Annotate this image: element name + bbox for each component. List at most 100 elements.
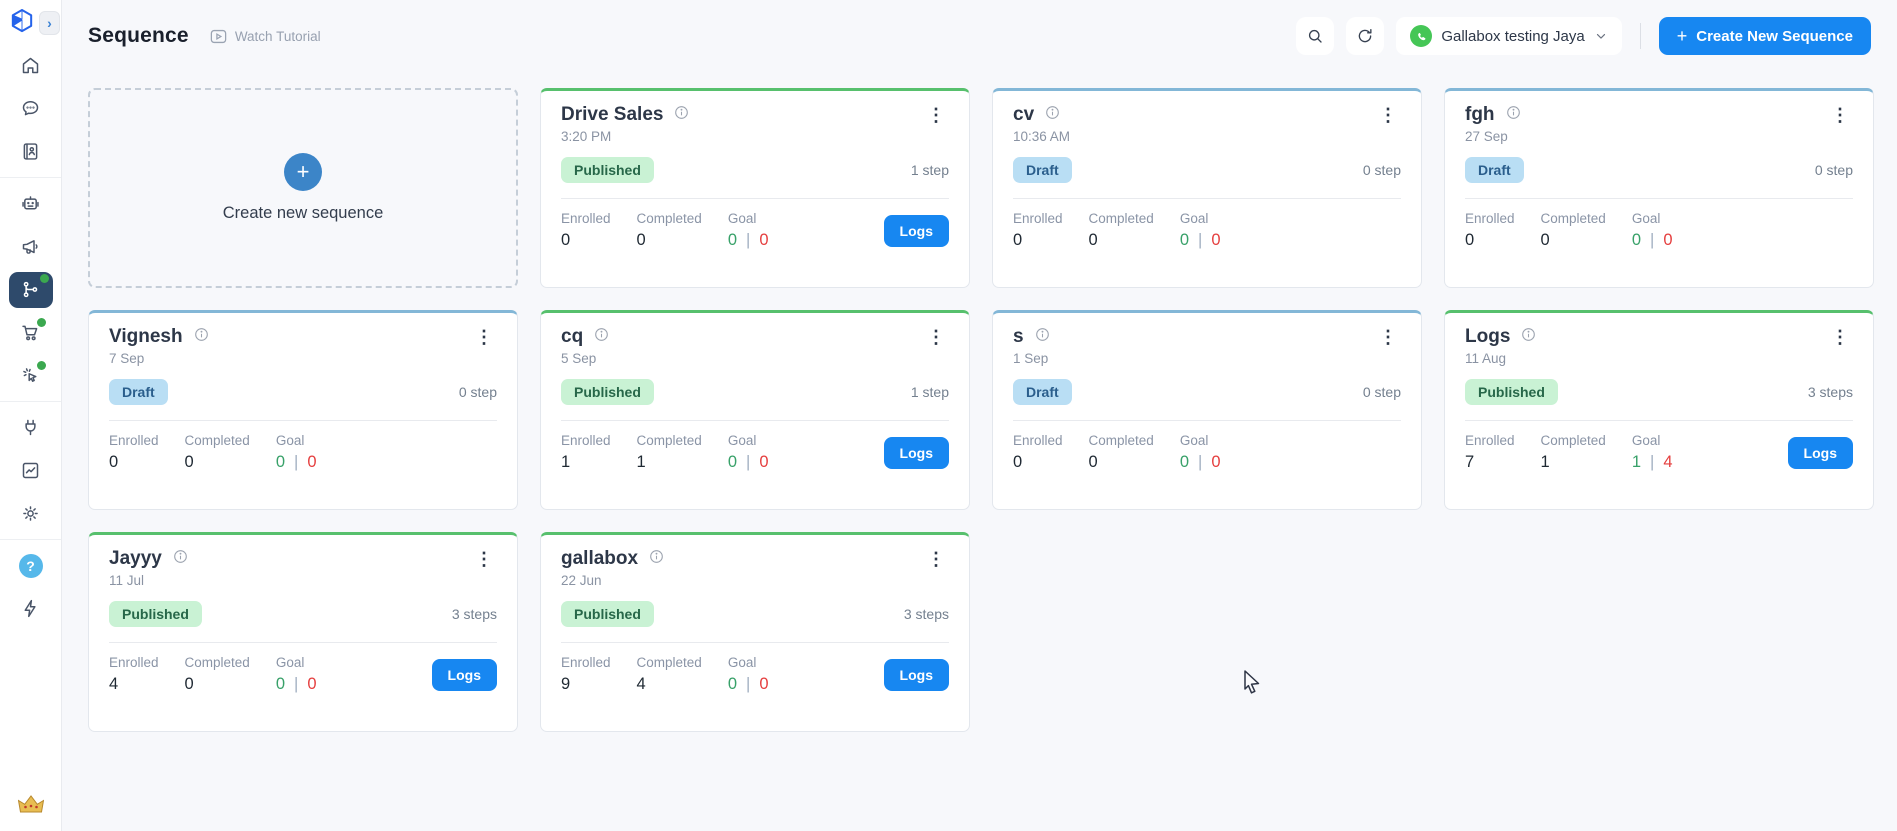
sidebar-item-contacts[interactable] bbox=[9, 134, 53, 170]
enrolled-label: Enrolled bbox=[1465, 433, 1515, 448]
channel-selector[interactable]: Gallabox testing Jaya bbox=[1396, 17, 1622, 55]
enrolled-stat: Enrolled 0 bbox=[109, 433, 159, 472]
sequence-card[interactable]: cq ⋮ 5 Sep Published 1 step Enrolled 1 C… bbox=[540, 310, 970, 510]
sidebar-expand-button[interactable]: › bbox=[39, 11, 60, 35]
steps-count: 1 step bbox=[910, 384, 949, 400]
plus-icon: + bbox=[1676, 26, 1688, 46]
sidebar-item-integrations[interactable] bbox=[9, 410, 53, 446]
card-header: fgh ⋮ bbox=[1465, 104, 1853, 126]
completed-label: Completed bbox=[636, 211, 702, 226]
card-stats-row: Enrolled 0 Completed 0 Goal 0 | 0 Logs bbox=[561, 211, 949, 250]
sequence-card[interactable]: cv ⋮ 10:36 AM Draft 0 step Enrolled 0 Co… bbox=[992, 88, 1422, 288]
goal-achieved-value: 0 bbox=[727, 231, 738, 249]
logs-button[interactable]: Logs bbox=[431, 658, 497, 691]
kebab-menu-button[interactable]: ⋮ bbox=[1375, 104, 1401, 126]
kebab-menu-button[interactable]: ⋮ bbox=[923, 326, 949, 348]
info-icon[interactable] bbox=[1520, 326, 1537, 348]
sidebar-item-help[interactable]: ? bbox=[9, 548, 53, 584]
card-stats-row: Enrolled 0 Completed 0 Goal 0 | 0 bbox=[109, 433, 497, 472]
completed-stat: Completed 0 bbox=[1089, 433, 1154, 472]
sidebar-item-whats-new[interactable] bbox=[9, 591, 53, 627]
status-badge: Draft bbox=[1465, 157, 1524, 183]
sequence-card[interactable]: gallabox ⋮ 22 Jun Published 3 steps Enro… bbox=[540, 532, 970, 732]
sequence-card[interactable]: Logs ⋮ 11 Aug Published 3 steps Enrolled… bbox=[1444, 310, 1874, 510]
info-icon[interactable] bbox=[673, 104, 690, 126]
goal-label: Goal bbox=[727, 433, 757, 448]
watch-tutorial-link[interactable]: Watch Tutorial bbox=[209, 27, 321, 46]
goal-separator: | bbox=[1198, 453, 1203, 471]
sidebar-item-home[interactable] bbox=[9, 48, 53, 84]
sequence-date: 22 Jun bbox=[561, 573, 602, 588]
sidebar-item-sequence[interactable] bbox=[8, 271, 53, 308]
sequence-date: 10:36 AM bbox=[1013, 129, 1071, 144]
logs-button[interactable]: Logs bbox=[883, 436, 949, 469]
goal-failed-value: 0 bbox=[759, 231, 769, 249]
info-icon[interactable] bbox=[593, 326, 610, 348]
status-badge: Published bbox=[109, 601, 202, 627]
sidebar-item-settings[interactable] bbox=[9, 496, 53, 532]
info-icon[interactable] bbox=[193, 326, 210, 348]
sequence-date: 5 Sep bbox=[561, 351, 597, 366]
user-avatar[interactable] bbox=[17, 794, 44, 821]
sidebar-item-bot[interactable] bbox=[9, 186, 53, 222]
kebab-menu-button[interactable]: ⋮ bbox=[1827, 104, 1853, 126]
sidebar-item-commerce[interactable] bbox=[9, 315, 53, 351]
card-divider bbox=[561, 420, 949, 421]
sidebar-item-inbox[interactable] bbox=[9, 91, 53, 127]
info-icon[interactable] bbox=[172, 548, 189, 570]
info-icon[interactable] bbox=[1044, 104, 1061, 126]
goal-stat: Goal 0 | 0 bbox=[728, 433, 769, 472]
bot-icon bbox=[22, 196, 39, 210]
card-divider bbox=[109, 420, 497, 421]
sequence-card[interactable]: s ⋮ 1 Sep Draft 0 step Enrolled 0 Comple… bbox=[992, 310, 1422, 510]
chevron-down-icon bbox=[1596, 33, 1605, 39]
card-header: Jayyy ⋮ bbox=[109, 548, 497, 570]
sidebar-item-broadcast[interactable] bbox=[9, 229, 53, 265]
sequence-card[interactable]: Jayyy ⋮ 11 Jul Published 3 steps Enrolle… bbox=[88, 532, 518, 732]
goal-failed-value: 0 bbox=[1211, 453, 1221, 471]
enrolled-label: Enrolled bbox=[561, 211, 611, 226]
megaphone-icon bbox=[22, 240, 38, 254]
sidebar-item-analytics[interactable] bbox=[9, 453, 53, 489]
completed-label: Completed bbox=[1088, 211, 1154, 226]
kebab-menu-button[interactable]: ⋮ bbox=[923, 548, 949, 570]
enrolled-value: 1 bbox=[561, 453, 571, 471]
kebab-menu-button[interactable]: ⋮ bbox=[1827, 326, 1853, 348]
gallabox-logo-icon[interactable] bbox=[11, 8, 33, 38]
enrolled-value: 0 bbox=[1013, 453, 1023, 471]
info-icon[interactable] bbox=[1505, 104, 1522, 126]
refresh-button[interactable] bbox=[1346, 17, 1385, 55]
sequence-name: fgh bbox=[1465, 104, 1495, 125]
goal-value: 0 | 0 bbox=[728, 453, 769, 472]
watch-tutorial-label: Watch Tutorial bbox=[234, 28, 321, 44]
card-stats-row: Enrolled 4 Completed 0 Goal 0 | 0 Logs bbox=[109, 655, 497, 694]
goal-failed-value: 0 bbox=[307, 675, 317, 693]
sequence-card[interactable]: Drive Sales ⋮ 3:20 PM Published 1 step E… bbox=[540, 88, 970, 288]
refresh-icon bbox=[1359, 29, 1372, 43]
search-button[interactable] bbox=[1296, 17, 1335, 55]
sequence-date: 11 Jul bbox=[109, 573, 145, 588]
notification-dot bbox=[39, 273, 49, 283]
sidebar-divider bbox=[0, 539, 61, 540]
logs-button[interactable]: Logs bbox=[883, 658, 949, 691]
sequence-card[interactable]: fgh ⋮ 27 Sep Draft 0 step Enrolled 0 Com… bbox=[1444, 88, 1874, 288]
info-icon[interactable] bbox=[1034, 326, 1051, 348]
kebab-menu-button[interactable]: ⋮ bbox=[1375, 326, 1401, 348]
sidebar-item-click-tracking[interactable] bbox=[9, 358, 53, 394]
topbar-divider bbox=[1639, 23, 1641, 49]
create-new-sequence-card[interactable]: + Create new sequence bbox=[88, 88, 518, 288]
completed-value: 0 bbox=[184, 675, 194, 693]
logo-row: › bbox=[0, 0, 61, 44]
logs-button[interactable]: Logs bbox=[883, 214, 949, 247]
kebab-menu-button[interactable]: ⋮ bbox=[471, 326, 497, 348]
kebab-menu-button[interactable]: ⋮ bbox=[471, 548, 497, 570]
steps-count: 3 steps bbox=[451, 606, 497, 622]
kebab-menu-button[interactable]: ⋮ bbox=[923, 104, 949, 126]
goal-achieved-value: 0 bbox=[1631, 231, 1642, 249]
enrolled-value: 0 bbox=[1013, 231, 1023, 249]
create-new-sequence-button[interactable]: + Create New Sequence bbox=[1658, 17, 1871, 55]
goal-value: 0 | 0 bbox=[276, 453, 317, 472]
info-icon[interactable] bbox=[648, 548, 665, 570]
sequence-card[interactable]: Vignesh ⋮ 7 Sep Draft 0 step Enrolled 0 … bbox=[88, 310, 518, 510]
logs-button[interactable]: Logs bbox=[1787, 436, 1853, 469]
